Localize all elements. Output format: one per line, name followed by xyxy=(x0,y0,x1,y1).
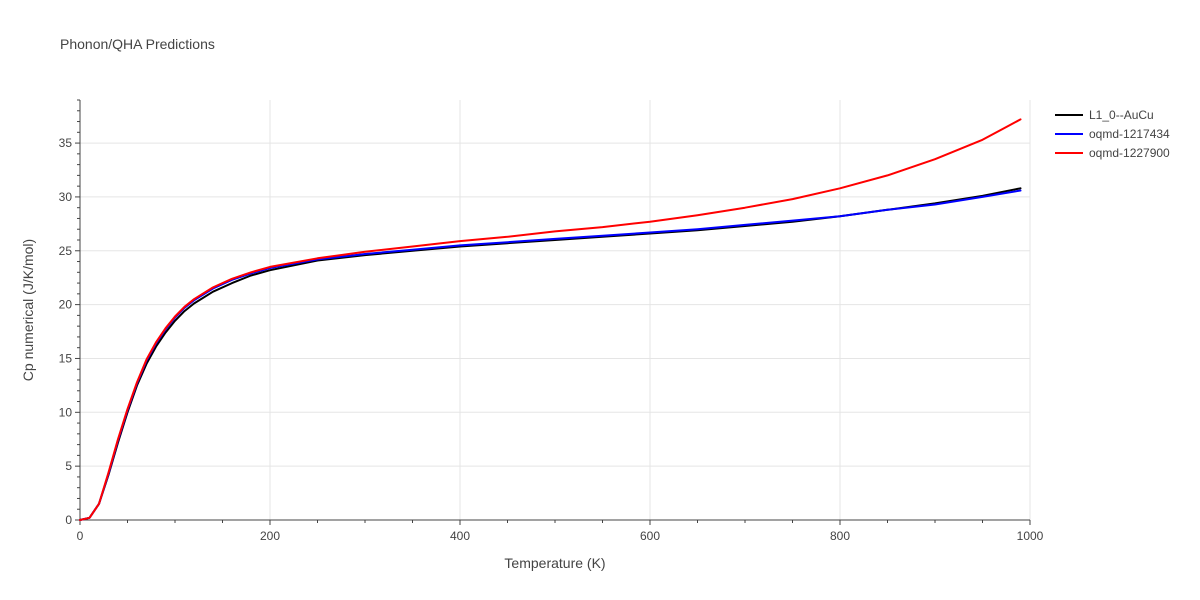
legend-label: oqmd-1227900 xyxy=(1089,146,1170,160)
legend-item[interactable]: oqmd-1227900 xyxy=(1055,146,1170,160)
series-line-3 xyxy=(79,118,1022,521)
grid-lines xyxy=(80,100,1031,520)
y-tick-label: 5 xyxy=(65,459,72,473)
x-tick-label: 600 xyxy=(640,529,660,543)
x-tick-label: 0 xyxy=(77,529,84,543)
y-tick-label: 0 xyxy=(65,513,72,527)
y-tick-label: 10 xyxy=(59,405,73,419)
y-tick-label: 35 xyxy=(59,136,73,150)
legend-label: L1_0--AuCu xyxy=(1089,108,1154,122)
x-axis-title: Temperature (K) xyxy=(504,555,605,571)
series-line-2 xyxy=(79,189,1022,521)
y-tick-label: 20 xyxy=(59,298,73,312)
x-tick-label: 1000 xyxy=(1017,529,1044,543)
legend-item[interactable]: oqmd-1217434 xyxy=(1055,127,1170,141)
y-tick-label: 15 xyxy=(59,351,73,365)
chart-title: Phonon/QHA Predictions xyxy=(60,36,215,52)
series-line-1 xyxy=(79,187,1022,521)
legend[interactable]: L1_0--AuCu oqmd-1217434 oqmd-1227900 xyxy=(1055,108,1170,160)
tick-labels: 0 5 10 15 20 25 30 35 0 200 400 600 800 1000 xyxy=(59,136,1044,543)
x-tick-label: 800 xyxy=(830,529,850,543)
y-tick-label: 30 xyxy=(59,190,73,204)
x-tick-label: 400 xyxy=(450,529,470,543)
axes xyxy=(75,99,1031,525)
legend-item[interactable]: L1_0--AuCu xyxy=(1055,108,1154,122)
y-axis-title: Cp numerical (J/K/mol) xyxy=(20,239,36,381)
legend-label: oqmd-1217434 xyxy=(1089,127,1170,141)
x-tick-label: 200 xyxy=(260,529,280,543)
series-lines xyxy=(79,118,1022,521)
y-tick-label: 25 xyxy=(59,244,73,258)
